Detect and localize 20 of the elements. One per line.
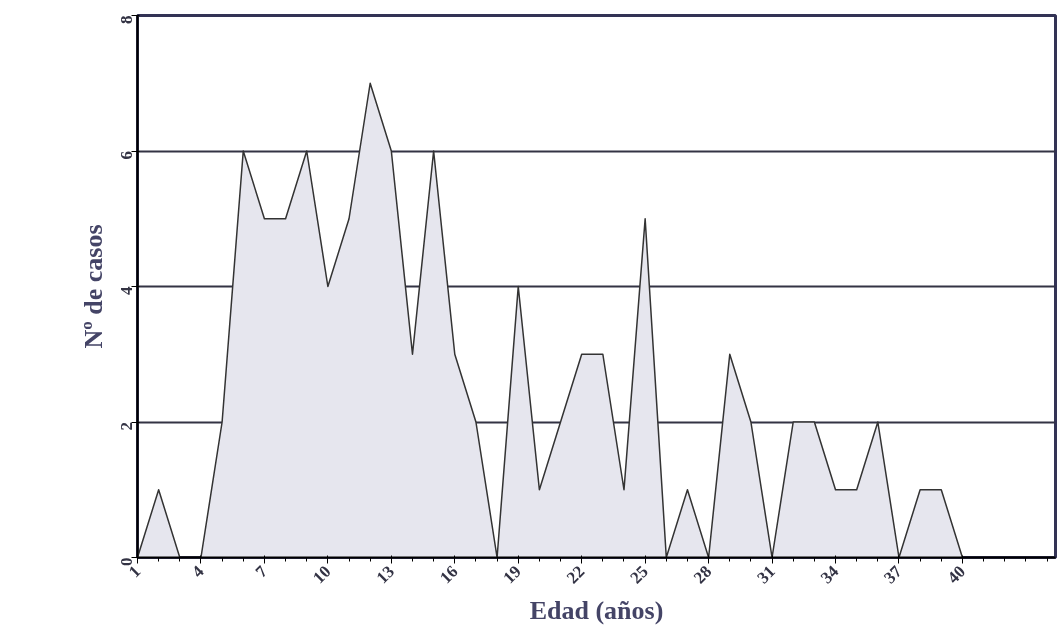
x-axis-title: Edad (años)	[529, 596, 664, 626]
y-tick-label: 2	[117, 422, 136, 431]
x-tick-label: 19	[499, 561, 525, 588]
x-tick-label: 4	[188, 561, 209, 582]
y-tick-label: 6	[117, 151, 136, 160]
x-tick-label: 40	[943, 561, 970, 588]
y-tick-label: 8	[117, 15, 136, 24]
x-tick-label: 37	[880, 561, 907, 588]
y-axis-title: Nº de casos	[78, 224, 108, 349]
x-tick-label: 16	[436, 561, 462, 588]
x-tick-label: 7	[251, 561, 272, 582]
x-tick-label: 13	[372, 561, 399, 588]
x-tick-label: 28	[689, 561, 716, 588]
x-tick-label: 10	[309, 561, 335, 588]
y-tick-label: 4	[117, 286, 136, 295]
x-tick-label: 22	[562, 561, 589, 588]
y-tick-label: 0	[117, 557, 136, 566]
x-tick-label: 31	[753, 561, 779, 588]
x-tick-label: 25	[626, 561, 652, 588]
x-tick-label: 34	[816, 561, 843, 588]
